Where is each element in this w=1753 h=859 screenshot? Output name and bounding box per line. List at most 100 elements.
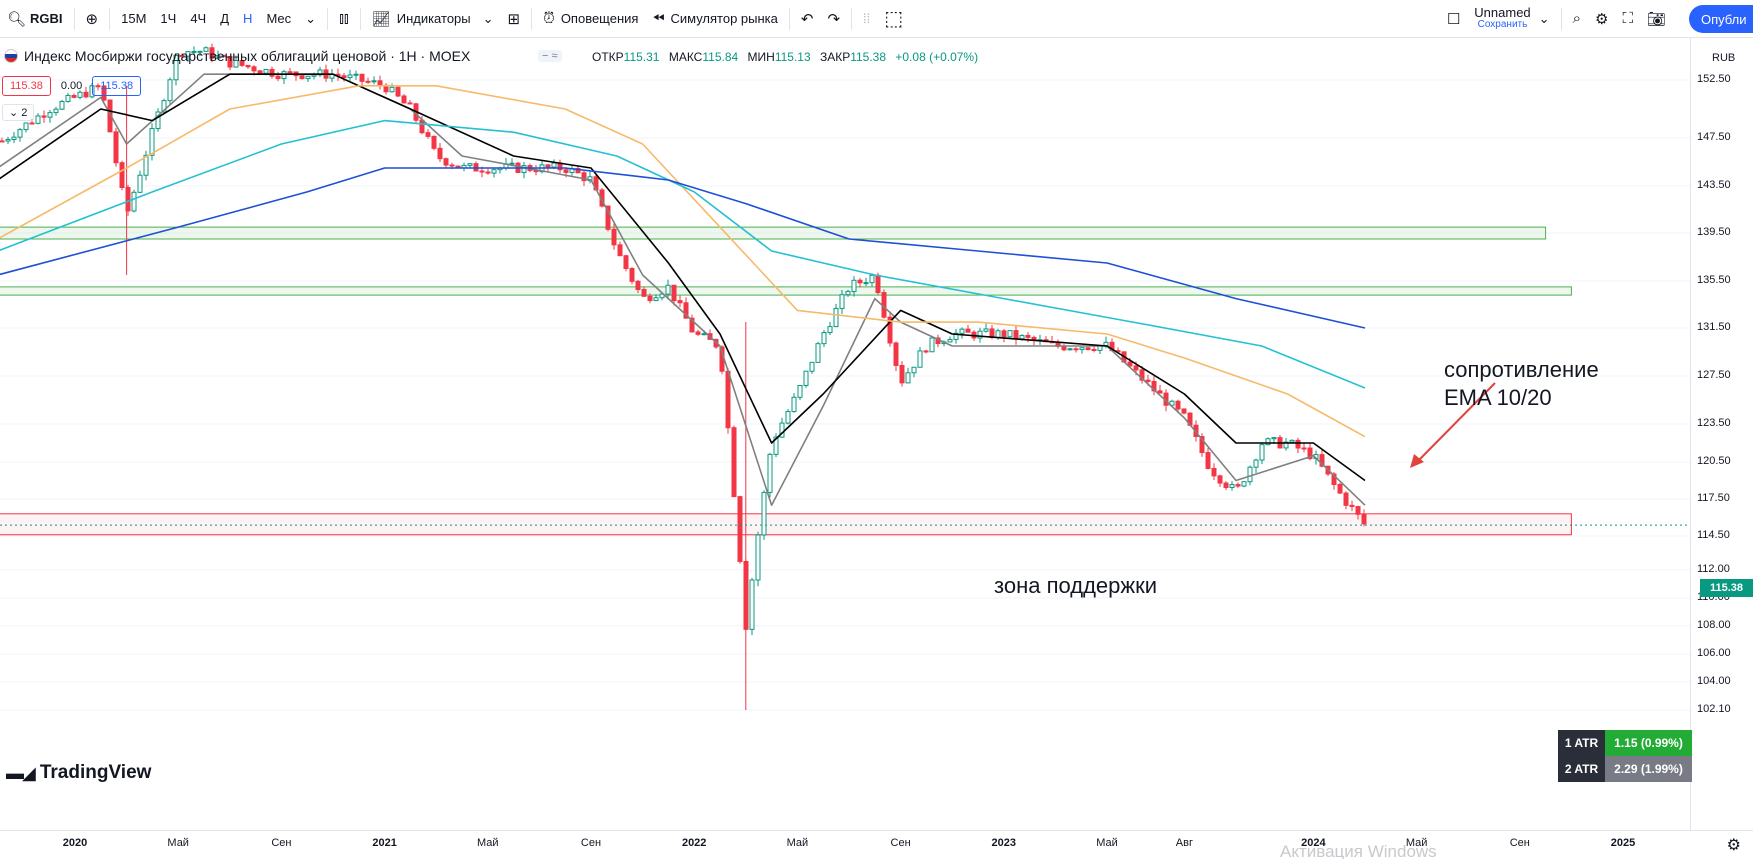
candle-body [53,108,59,114]
legend-toggle[interactable]: − ≈ [538,50,562,62]
time-tick-label: 2024 [1301,837,1326,849]
candle-body [1247,466,1253,483]
price-tick-label: 123.50 [1697,417,1731,429]
rewind-icon: ⏪︎ [652,10,665,27]
redo-button[interactable]: ↷ [820,0,847,38]
interval-4h[interactable]: 4Ч [190,11,207,26]
indicators-button[interactable]: 📈︎ Индикаторы ⌄ [365,0,501,38]
candle-body [0,140,5,143]
tradingview-logo-icon: ▬◢ [6,762,36,783]
settings-button[interactable]: ⚙ [1588,0,1615,38]
candle-body [485,171,491,174]
layout-menu[interactable]: Unnamed Сохранить ⌄ [1467,0,1556,38]
candle-body [869,274,875,284]
candle-body [617,244,623,257]
candle-body [41,115,47,118]
publish-button[interactable]: Опубли [1689,5,1753,33]
bid-ask-row: 115.38 0.00 115.38 [2,76,142,96]
ema-line [0,119,1366,389]
candle-body [815,343,821,363]
ema-line [0,85,1366,438]
indicators-collapse-button[interactable]: ⌄ 2 [2,104,35,121]
layout-name: Unnamed [1474,4,1531,20]
gear-icon[interactable]: ⚙ [1726,837,1741,854]
interval-week[interactable]: Н [243,11,253,26]
currency-selector[interactable]: RUB [1712,52,1736,64]
price-tick-label: 127.50 [1697,369,1731,381]
candle-body [89,85,95,98]
candle-body [1331,473,1337,485]
candle-body [563,169,569,173]
candle-body [521,165,527,173]
candle-body [491,169,497,174]
interval-15m[interactable]: 15М [121,11,147,26]
candle-body [1253,459,1259,468]
candle-body [821,332,827,345]
candle-body [605,205,611,230]
tradingview-logo[interactable]: ▬◢ TradingView [6,762,151,784]
price-chart[interactable] [0,38,1690,830]
candle-body [215,55,221,59]
resistance-label-line2[interactable]: EMA 10/20 [1444,385,1552,410]
replay-button[interactable]: ⏪︎ Симулятор рынка [645,0,784,38]
quick-search-button[interactable]: ⌕ [1566,0,1588,38]
candle-body [1199,436,1205,454]
interval-day[interactable]: Д [220,11,230,26]
candle-body [5,139,11,142]
candle-body [785,411,791,424]
price-tick-label: 108.00 [1697,619,1731,631]
candle-body [209,47,215,59]
candle-body [65,94,71,102]
drag-handle[interactable]: ⁞⁞ [856,0,877,38]
candle-body [437,147,443,160]
fullscreen-select-button[interactable]: ⬚ [877,0,910,38]
fullscreen-button[interactable]: ⛶ [1615,0,1640,38]
candle-body [275,75,281,80]
layout-checkbox[interactable]: ☐ [1440,0,1467,38]
templates-button[interactable]: ⊞ [501,0,528,38]
redo-icon: ↷ [827,10,841,28]
change-value: +0.08 (+0.07%) [895,50,979,64]
candle-body [365,80,371,83]
candle-body [773,436,779,455]
candle-body [1319,454,1325,467]
candle-body [389,86,395,93]
atr-value: 2.29 (1.99%) [1605,756,1692,782]
candle-body [1283,441,1289,449]
chart-type-button[interactable]: ⫾⫾ [332,0,356,38]
candle-body [299,75,305,80]
candle-body [1217,475,1223,484]
indicators-count: 2 [21,107,28,119]
grid-icon: ⊞ [507,10,521,28]
candle-body [107,99,113,133]
time-tick-label: Май [477,837,499,849]
interval-dropdown[interactable]: ⌄ [298,0,323,38]
plus-circle-icon: ⊕ [85,10,99,28]
alerts-button[interactable]: ⏰︎ Оповещения [536,0,645,38]
russia-flag-icon [4,49,18,63]
candle-body [185,51,191,57]
interval-1h[interactable]: 1Ч [160,11,177,26]
compare-button[interactable]: ⊕ [79,0,106,38]
sell-button[interactable]: 115.38 [2,76,51,96]
symbol-search[interactable]: 🔍︎ RGBI [0,0,70,38]
price-scale[interactable]: 152.50 147.50 143.50 139.50 135.50 131.50 127.… [1690,38,1753,830]
support-zone-label[interactable]: зона поддержки [994,573,1158,598]
buy-button[interactable]: 115.38 [92,76,142,96]
legend-title[interactable]: Индекс Мосбиржи государственных облигаци… [4,48,470,64]
candle-body [17,129,23,138]
search-icon: 🔍︎ [7,10,27,28]
chevron-down-icon: ⌄ [305,10,317,26]
resistance-label-line1[interactable]: сопротивление [1444,357,1599,382]
candle-body [113,131,119,164]
fullscreen-icon: ⛶ [1622,10,1633,27]
interval-month[interactable]: Мес [266,11,292,26]
layout-info: Unnamed Сохранить [1474,4,1531,31]
layout-save-link[interactable]: Сохранить [1477,18,1528,30]
candle-body [1355,506,1361,515]
time-scale[interactable]: ⚙ 2020 Май Сен 2021 Май Сен 2022 Май Сен 2023 Май А… [0,830,1753,859]
candle-body [623,255,629,270]
high-label: МАКС [668,50,703,64]
undo-button[interactable]: ↶ [794,0,821,38]
snapshot-button[interactable]: 📷︎ [1640,0,1673,38]
